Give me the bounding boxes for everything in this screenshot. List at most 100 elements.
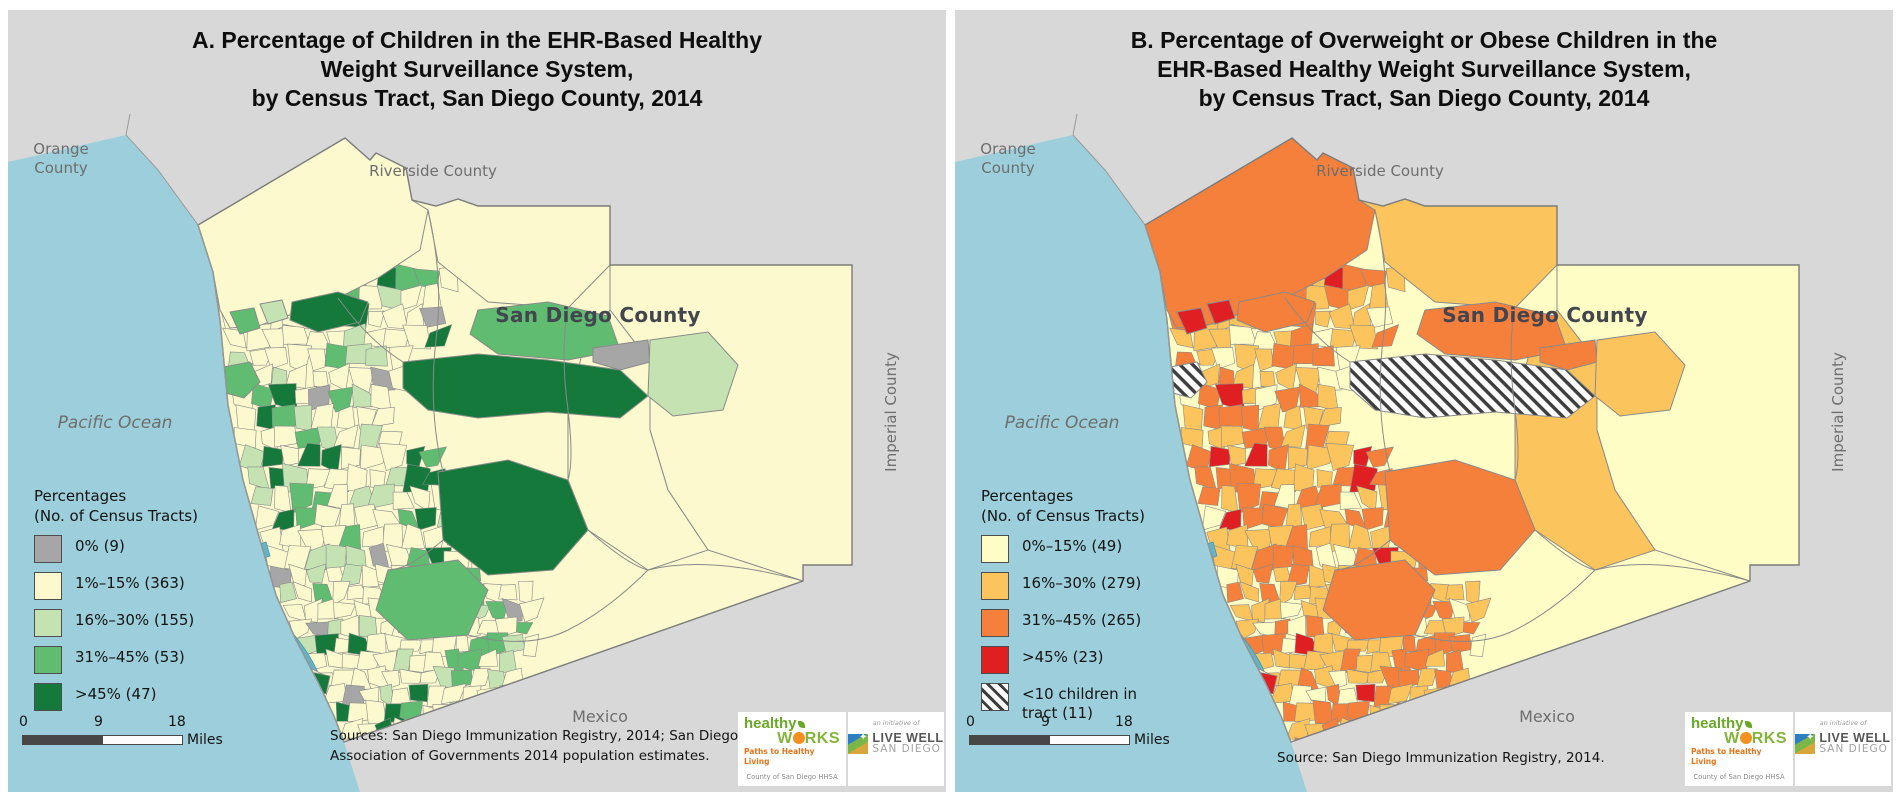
san-diego-county-label: San Diego County bbox=[495, 303, 700, 327]
panel-a-title-line-2: Weight Surveillance System, bbox=[320, 56, 634, 82]
panel-a-scalebar: 0 9 18 Miles bbox=[19, 714, 242, 748]
county-agency-label: County of San Diego HHSA bbox=[746, 773, 838, 781]
legend-swatch-dark bbox=[34, 683, 62, 711]
pacific-ocean-label: Pacific Ocean bbox=[58, 413, 173, 433]
source-line-1: Sources: San Diego Immunization Registry… bbox=[330, 728, 739, 744]
legend-label: 31%–45% (265) bbox=[1022, 611, 1142, 629]
legend-swatch-pale bbox=[981, 535, 1009, 563]
orange-county-label: Orange bbox=[980, 140, 1035, 158]
imperial-county-label: Imperial County bbox=[882, 352, 900, 472]
legend-item: <10 children in tract (11) bbox=[981, 683, 1172, 723]
legend-item: 16%–30% (155) bbox=[34, 609, 198, 637]
scalebar-segment-open bbox=[103, 735, 183, 745]
live-well-logo: an initiative of LIVE WELL SAN DIEGO bbox=[1795, 712, 1891, 786]
legend-label: >45% (23) bbox=[1022, 648, 1104, 666]
legend-label: >45% (47) bbox=[75, 685, 157, 703]
legend-label: 31%–45% (53) bbox=[75, 648, 185, 666]
panel-b-scalebar: 0 9 18 Miles bbox=[966, 714, 1189, 748]
scalebar-unit: Miles bbox=[187, 732, 223, 748]
legend-label: 0%–15% (49) bbox=[1022, 537, 1123, 555]
live-well-san-diego: SAN DIEGO bbox=[872, 743, 941, 755]
scalebar-tick-18: 18 bbox=[1115, 714, 1133, 730]
works-rks: RKS bbox=[1751, 730, 1787, 747]
legend-item: >45% (23) bbox=[981, 646, 1172, 674]
imperial-county-label: Imperial County bbox=[1829, 352, 1847, 472]
panel-b-title-line-1: B. Percentage of Overweight or Obese Chi… bbox=[1130, 27, 1718, 53]
panel-b-title: B. Percentage of Overweight or Obese Chi… bbox=[955, 26, 1893, 113]
healthy-works-logo: healthy W RKS Paths to Healthy Living Cou… bbox=[738, 712, 846, 786]
legend-swatch-pale bbox=[34, 572, 62, 600]
scalebar-tick-18: 18 bbox=[168, 714, 186, 730]
county-agency-label: County of San Diego HHSA bbox=[1693, 773, 1785, 781]
leaf-icon bbox=[797, 721, 805, 728]
legend-swatch-hatched bbox=[981, 683, 1009, 711]
live-well-icon bbox=[848, 732, 869, 754]
panel-b-title-line-3: by Census Tract, San Diego County, 2014 bbox=[1198, 85, 1650, 111]
legend-swatch-medium bbox=[34, 646, 62, 674]
legend-label: 1%–15% (363) bbox=[75, 574, 185, 592]
orange-county-label-2: County bbox=[981, 159, 1035, 177]
panel-a-title: A. Percentage of Children in the EHR-Bas… bbox=[8, 26, 946, 113]
pacific-ocean-label: Pacific Ocean bbox=[1005, 413, 1120, 433]
healthy-works-tagline: Paths to Healthy Living bbox=[1691, 747, 1762, 766]
panel-b-legend: Percentages (No. of Census Tracts) 0%–15… bbox=[981, 486, 1172, 723]
orange-dot-icon bbox=[792, 732, 805, 744]
healthy-works-tagline: Paths to Healthy Living bbox=[744, 747, 815, 766]
source-line-2: Association of Governments 2014 populati… bbox=[330, 748, 710, 764]
legend-item: 1%–15% (363) bbox=[34, 572, 198, 600]
legend-swatch-red bbox=[981, 646, 1009, 674]
live-well-initiative-label: an initiative of bbox=[1819, 719, 1867, 727]
works-w: W bbox=[777, 730, 793, 747]
mexico-label: Mexico bbox=[572, 707, 628, 726]
map-a-canvas: Orange County Riverside County San Diego… bbox=[8, 10, 946, 792]
legend-item: 31%–45% (265) bbox=[981, 609, 1172, 637]
legend-subtitle: (No. of Census Tracts) bbox=[981, 507, 1145, 525]
healthy-works-wordmark: healthy bbox=[744, 715, 797, 732]
scalebar-tick-9: 9 bbox=[1041, 714, 1050, 730]
riverside-county-label: Riverside County bbox=[369, 162, 497, 180]
panel-b-logos: healthy W RKS Paths to Healthy Living Cou… bbox=[1685, 712, 1891, 786]
healthy-works-logo: healthy W RKS Paths to Healthy Living Cou… bbox=[1685, 712, 1793, 786]
legend-item: 31%–45% (53) bbox=[34, 646, 198, 674]
scalebar-tick-0: 0 bbox=[966, 714, 975, 730]
legend-label: <10 children in tract (11) bbox=[1022, 685, 1138, 722]
live-well-wordmark: LIVE WELL bbox=[872, 731, 944, 745]
leaf-icon bbox=[1744, 721, 1752, 728]
panel-a-title-line-3: by Census Tract, San Diego County, 2014 bbox=[251, 85, 703, 111]
legend-item: 0% (9) bbox=[34, 535, 198, 563]
legend-label: 0% (9) bbox=[75, 537, 125, 555]
scalebar-tick-0: 0 bbox=[19, 714, 28, 730]
orange-county-label-2: County bbox=[34, 159, 88, 177]
legend-label: 16%–30% (279) bbox=[1022, 574, 1142, 592]
legend-swatch-light-orange bbox=[981, 572, 1009, 600]
scalebar-segment-filled bbox=[22, 735, 103, 745]
panel-b-source: Source: San Diego Immunization Registry,… bbox=[1277, 748, 1605, 768]
panel-a-source: Sources: San Diego Immunization Registry… bbox=[330, 726, 738, 766]
legend-title: Percentages bbox=[981, 487, 1074, 505]
live-well-icon bbox=[1795, 732, 1816, 754]
legend-swatch-gray bbox=[34, 535, 62, 563]
scalebar-unit: Miles bbox=[1134, 732, 1170, 748]
legend-item: 0%–15% (49) bbox=[981, 535, 1172, 563]
works-w: W bbox=[1724, 730, 1740, 747]
live-well-san-diego: SAN DIEGO bbox=[1819, 743, 1888, 755]
healthy-works-wordmark: healthy bbox=[1691, 715, 1744, 732]
panel-a: Orange County Riverside County San Diego… bbox=[8, 10, 946, 792]
live-well-initiative-label: an initiative of bbox=[872, 719, 920, 727]
panel-a-legend: Percentages (No. of Census Tracts) 0% (9… bbox=[34, 486, 198, 711]
legend-title: Percentages bbox=[34, 487, 127, 505]
scalebar-tick-9: 9 bbox=[94, 714, 103, 730]
works-rks: RKS bbox=[804, 730, 840, 747]
panel-a-logos: healthy W RKS Paths to Healthy Living Cou… bbox=[738, 712, 944, 786]
san-diego-county-label: San Diego County bbox=[1442, 303, 1647, 327]
legend-swatch-orange bbox=[981, 609, 1009, 637]
legend-label: 16%–30% (155) bbox=[75, 611, 195, 629]
live-well-logo: an initiative of LIVE WELL SAN DIEGO bbox=[848, 712, 944, 786]
live-well-wordmark: LIVE WELL bbox=[1819, 731, 1891, 745]
riverside-county-label: Riverside County bbox=[1316, 162, 1444, 180]
scalebar-segment-open bbox=[1050, 735, 1130, 745]
legend-subtitle: (No. of Census Tracts) bbox=[34, 507, 198, 525]
panel-b: Orange County Riverside County San Diego… bbox=[955, 10, 1893, 792]
map-b-canvas: Orange County Riverside County San Diego… bbox=[955, 10, 1893, 792]
